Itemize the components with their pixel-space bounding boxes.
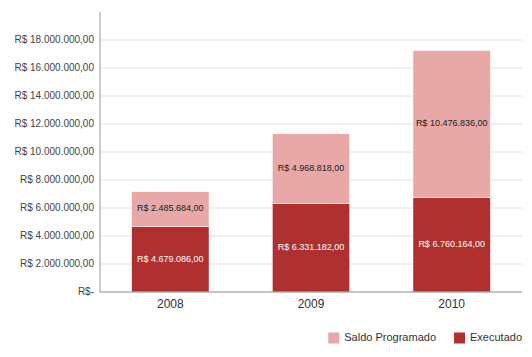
data-label: R$ 2.485.684,00	[137, 203, 204, 213]
bar-segment	[413, 51, 490, 198]
x-axis: 2008 2009 2010	[100, 292, 522, 311]
x-tick-label: 2008	[157, 297, 184, 311]
data-label: R$ 10.476.836,00	[416, 118, 488, 128]
y-axis-line	[100, 12, 101, 292]
legend-swatch	[328, 333, 339, 344]
data-label: R$ 6.331.182,00	[278, 242, 345, 252]
y-tick-label: R$ 8.000.000,00	[20, 174, 94, 185]
bar-segment	[272, 134, 349, 204]
bars	[132, 51, 491, 292]
y-tick-label: R$ 12.000.000,00	[14, 118, 94, 129]
x-tick-label: 2009	[298, 297, 325, 311]
x-axis-line	[100, 292, 522, 293]
y-tick-label: R$ 2.000.000,00	[20, 258, 94, 269]
y-tick-label: R$ 6.000.000,00	[20, 202, 94, 213]
y-tick-label: R$ 4.000.000,00	[20, 230, 94, 241]
bar-segment	[272, 203, 349, 292]
legend-label: Saldo Programado	[344, 331, 436, 343]
legend: Executado Saldo Programado	[328, 331, 522, 344]
grid-line	[100, 292, 522, 293]
y-tick-label: R$ 16.000.000,00	[14, 62, 94, 73]
grid	[100, 40, 522, 292]
y-tick-label: R$ 10.000.000,00	[14, 146, 94, 157]
data-label: R$ 6.760.164,00	[418, 239, 485, 249]
data-labels: R$ 4.679.086,00 R$ 6.331.182,00 R$ 6.760.1…	[137, 118, 487, 263]
legend-swatch	[454, 333, 465, 344]
y-tick-label: R$ 18.000.000,00	[14, 34, 94, 45]
bar-segment	[413, 197, 490, 292]
grid-line	[100, 40, 522, 41]
data-label: R$ 4.679.086,00	[137, 254, 204, 264]
bar-segment	[132, 226, 209, 292]
legend-label: Executado	[470, 331, 522, 343]
y-tick-label: R$ 14.000.000,00	[14, 90, 94, 101]
x-tick-label: 2010	[438, 297, 465, 311]
bar-segment	[132, 192, 209, 227]
chart: R$- R$ 2.000.000,00 R$ 4.000.000,00 R$ 6.00…	[0, 0, 532, 357]
y-tick-label: R$-	[78, 286, 94, 297]
data-label: R$ 4.968.818,00	[278, 163, 345, 173]
y-axis: R$- R$ 2.000.000,00 R$ 4.000.000,00 R$ 6.00…	[14, 12, 100, 297]
